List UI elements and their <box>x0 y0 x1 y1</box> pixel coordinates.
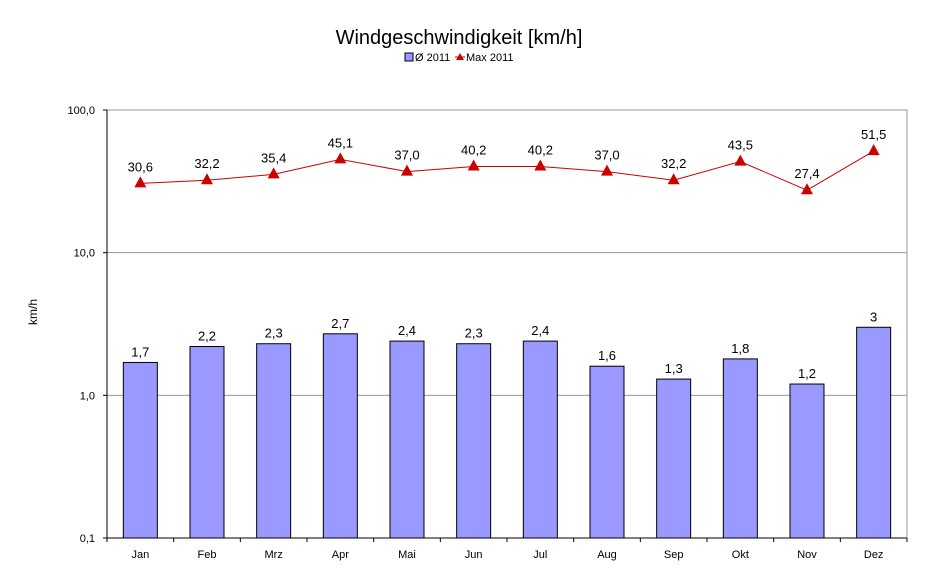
x-tick-label: Nov <box>797 549 817 561</box>
bar-data-label: 2,3 <box>265 326 283 341</box>
x-tick-label: Mai <box>398 549 416 561</box>
max-data-label: 32,2 <box>661 156 686 171</box>
legend-label-avg: Ø 2011 <box>415 52 450 64</box>
max-marker <box>801 183 813 195</box>
legend-label-max: Max 2011 <box>466 52 514 64</box>
x-tick-label: Jan <box>131 549 149 561</box>
max-data-label: 40,2 <box>461 142 486 157</box>
max-data-label: 51,5 <box>861 127 886 142</box>
bar <box>456 343 492 539</box>
max-line <box>140 150 874 191</box>
bar <box>522 340 558 539</box>
max-data-label: 45,1 <box>328 135 353 150</box>
chart-title: Windgeschwindigkeit [km/h] <box>336 27 583 49</box>
max-marker <box>334 152 347 164</box>
max-marker <box>267 167 280 179</box>
max-data-label: 35,4 <box>261 150 286 165</box>
x-tick-label: Feb <box>198 549 217 561</box>
x-tick-label: Jun <box>465 549 483 561</box>
bar <box>322 333 358 539</box>
y-tick-label: 100,0 <box>67 105 95 117</box>
bar-data-label: 2,4 <box>531 323 549 338</box>
plot-frame <box>106 109 908 539</box>
bar <box>589 365 625 539</box>
x-tick-label: Jul <box>533 549 547 561</box>
legend-swatch-avg <box>404 52 414 62</box>
x-tick-label: Aug <box>597 549 617 561</box>
max-marker <box>534 159 547 171</box>
x-tick-label: Okt <box>732 549 749 561</box>
max-data-label: 37,0 <box>394 148 419 163</box>
y-tick-label: 10,0 <box>74 248 95 260</box>
bar-data-label: 2,3 <box>465 326 483 341</box>
max-data-label: 32,2 <box>194 156 219 171</box>
bar <box>256 343 292 539</box>
plot-area: 0,1 1,0 10,0 100,0 Jan Feb Mrz Apr Mai Jun Jul Aug S… <box>67 105 908 561</box>
max-data-label: 40,2 <box>528 142 553 157</box>
bar-data-label: 1,7 <box>131 344 149 359</box>
x-tick-label: Sep <box>664 549 684 561</box>
bar-data-label: 2,4 <box>398 323 416 338</box>
max-marker <box>734 154 747 166</box>
bar <box>856 326 892 539</box>
bar <box>189 345 225 539</box>
legend-marker-max <box>456 53 464 60</box>
max-data-label: 37,0 <box>594 148 619 163</box>
bar-data-label: 1,6 <box>598 348 616 363</box>
x-tick-label: Apr <box>332 549 349 561</box>
x-tick-label: Mrz <box>265 549 283 561</box>
max-data-label: 27,4 <box>794 166 819 181</box>
bar <box>789 383 825 539</box>
bar-data-label: 1,2 <box>798 366 816 381</box>
max-marker <box>134 176 147 188</box>
y-tick-label: 0,1 <box>80 533 95 545</box>
bar-data-label: 1,3 <box>665 361 683 376</box>
max-marker <box>867 144 880 156</box>
legend: Ø 2011 Max 2011 <box>404 52 514 64</box>
max-marker <box>401 164 413 176</box>
bar-data-label: 1,8 <box>731 341 749 356</box>
max-marker <box>467 159 480 171</box>
bar-data-label: 3 <box>870 309 877 324</box>
max-data-label: 43,5 <box>728 138 753 153</box>
max-data-label: 30,6 <box>128 159 153 174</box>
bar <box>389 340 425 539</box>
bar-data-label: 2,7 <box>331 316 349 331</box>
bar <box>122 361 158 539</box>
max-marker <box>601 164 613 176</box>
bar <box>722 358 758 539</box>
y-tick-label: 1,0 <box>80 390 95 402</box>
max-marker <box>201 173 213 185</box>
bar <box>656 378 692 539</box>
max-marker <box>667 173 680 185</box>
bar-data-label: 2,2 <box>198 328 216 343</box>
x-tick-label: Dez <box>864 549 884 561</box>
y-axis-label: km/h <box>26 299 40 325</box>
